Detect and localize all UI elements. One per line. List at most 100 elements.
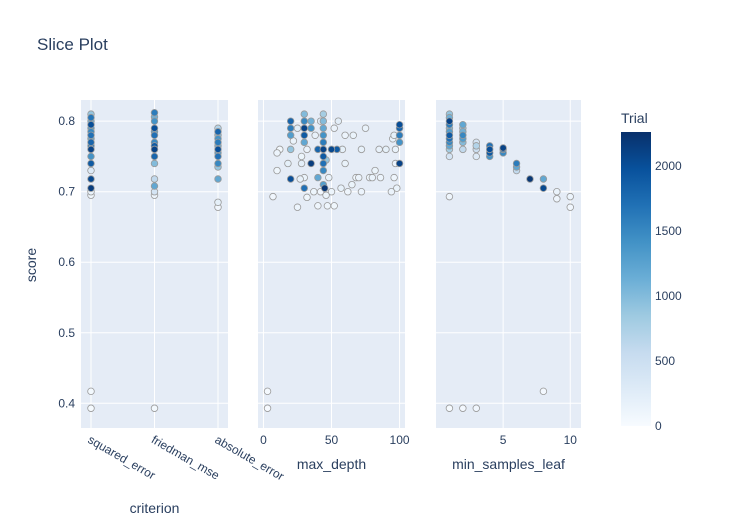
data-point[interactable]	[87, 131, 95, 139]
data-point[interactable]	[297, 159, 306, 168]
data-point[interactable]	[300, 131, 308, 139]
data-point[interactable]	[319, 110, 328, 118]
data-point[interactable]	[150, 182, 159, 190]
data-point[interactable]	[395, 131, 404, 139]
data-point[interactable]	[341, 131, 349, 139]
data-point[interactable]	[320, 184, 329, 192]
data-point[interactable]	[445, 117, 454, 125]
data-point[interactable]	[472, 404, 480, 412]
data-point[interactable]	[214, 138, 222, 147]
data-point[interactable]	[87, 145, 95, 154]
data-point[interactable]	[357, 145, 366, 154]
data-point[interactable]	[286, 175, 295, 183]
data-point[interactable]	[539, 175, 548, 183]
data-point[interactable]	[300, 124, 308, 132]
data-point[interactable]	[150, 152, 159, 161]
data-point[interactable]	[87, 138, 95, 147]
data-point[interactable]	[512, 159, 521, 168]
data-point[interactable]	[314, 173, 322, 182]
data-point[interactable]	[307, 124, 315, 132]
data-point[interactable]	[150, 124, 159, 132]
data-point[interactable]	[459, 120, 467, 129]
data-point[interactable]	[472, 142, 480, 150]
data-point[interactable]	[273, 166, 281, 175]
data-point[interactable]	[87, 387, 95, 396]
data-point[interactable]	[87, 175, 95, 183]
data-point[interactable]	[395, 138, 404, 147]
data-point[interactable]	[300, 184, 308, 192]
data-point[interactable]	[459, 145, 467, 154]
data-point[interactable]	[459, 404, 467, 412]
data-point[interactable]	[87, 152, 95, 161]
data-point[interactable]	[566, 192, 574, 201]
data-point[interactable]	[349, 131, 357, 139]
data-point[interactable]	[286, 124, 295, 132]
data-point[interactable]	[526, 175, 534, 183]
data-point[interactable]	[296, 175, 304, 183]
data-point[interactable]	[214, 145, 222, 154]
data-point[interactable]	[303, 193, 311, 202]
data-point[interactable]	[300, 138, 308, 147]
data-point[interactable]	[87, 184, 95, 192]
data-point[interactable]	[87, 159, 95, 168]
data-point[interactable]	[368, 173, 377, 182]
data-point[interactable]	[330, 124, 338, 132]
data-point[interactable]	[293, 203, 302, 211]
data-point[interactable]	[319, 117, 328, 125]
data-point[interactable]	[486, 145, 494, 154]
data-point[interactable]	[445, 192, 454, 201]
data-point[interactable]	[459, 131, 467, 139]
data-point[interactable]	[307, 159, 315, 168]
data-point[interactable]	[341, 159, 349, 168]
data-point[interactable]	[269, 192, 277, 201]
data-point[interactable]	[319, 138, 328, 147]
data-point[interactable]	[273, 149, 281, 157]
data-point[interactable]	[323, 202, 332, 210]
data-point[interactable]	[311, 131, 319, 139]
data-point[interactable]	[284, 159, 292, 168]
data-point[interactable]	[214, 198, 222, 206]
data-point[interactable]	[307, 117, 315, 125]
data-point[interactable]	[361, 124, 370, 132]
data-point[interactable]	[395, 120, 404, 129]
data-point[interactable]	[371, 166, 379, 175]
data-point[interactable]	[150, 159, 159, 168]
data-point[interactable]	[319, 159, 328, 168]
data-point[interactable]	[87, 113, 95, 122]
data-point[interactable]	[319, 152, 328, 161]
data-point[interactable]	[263, 387, 272, 396]
data-point[interactable]	[150, 145, 159, 154]
data-point[interactable]	[348, 180, 356, 189]
data-point[interactable]	[303, 145, 311, 154]
data-point[interactable]	[150, 131, 159, 139]
data-point[interactable]	[344, 187, 352, 196]
data-point[interactable]	[314, 202, 322, 210]
data-point[interactable]	[300, 110, 308, 118]
data-point[interactable]	[327, 145, 336, 154]
data-point[interactable]	[357, 187, 366, 196]
data-point[interactable]	[87, 166, 95, 175]
data-point[interactable]	[319, 124, 328, 132]
data-point[interactable]	[286, 131, 295, 139]
data-point[interactable]	[375, 145, 383, 154]
data-point[interactable]	[395, 159, 404, 168]
data-point[interactable]	[300, 117, 308, 125]
data-point[interactable]	[286, 145, 295, 154]
data-point[interactable]	[390, 173, 398, 182]
data-point[interactable]	[319, 166, 328, 175]
data-point[interactable]	[297, 152, 306, 161]
data-point[interactable]	[391, 145, 400, 154]
data-point[interactable]	[382, 145, 390, 154]
data-point[interactable]	[445, 404, 454, 412]
data-point[interactable]	[150, 404, 159, 412]
data-point[interactable]	[472, 152, 480, 161]
data-point[interactable]	[539, 387, 548, 396]
data-point[interactable]	[319, 131, 328, 139]
data-point[interactable]	[337, 184, 345, 192]
data-point[interactable]	[553, 187, 561, 196]
data-point[interactable]	[214, 159, 222, 168]
data-point[interactable]	[322, 191, 330, 199]
data-point[interactable]	[310, 187, 318, 196]
data-point[interactable]	[319, 145, 328, 154]
data-point[interactable]	[293, 124, 302, 132]
